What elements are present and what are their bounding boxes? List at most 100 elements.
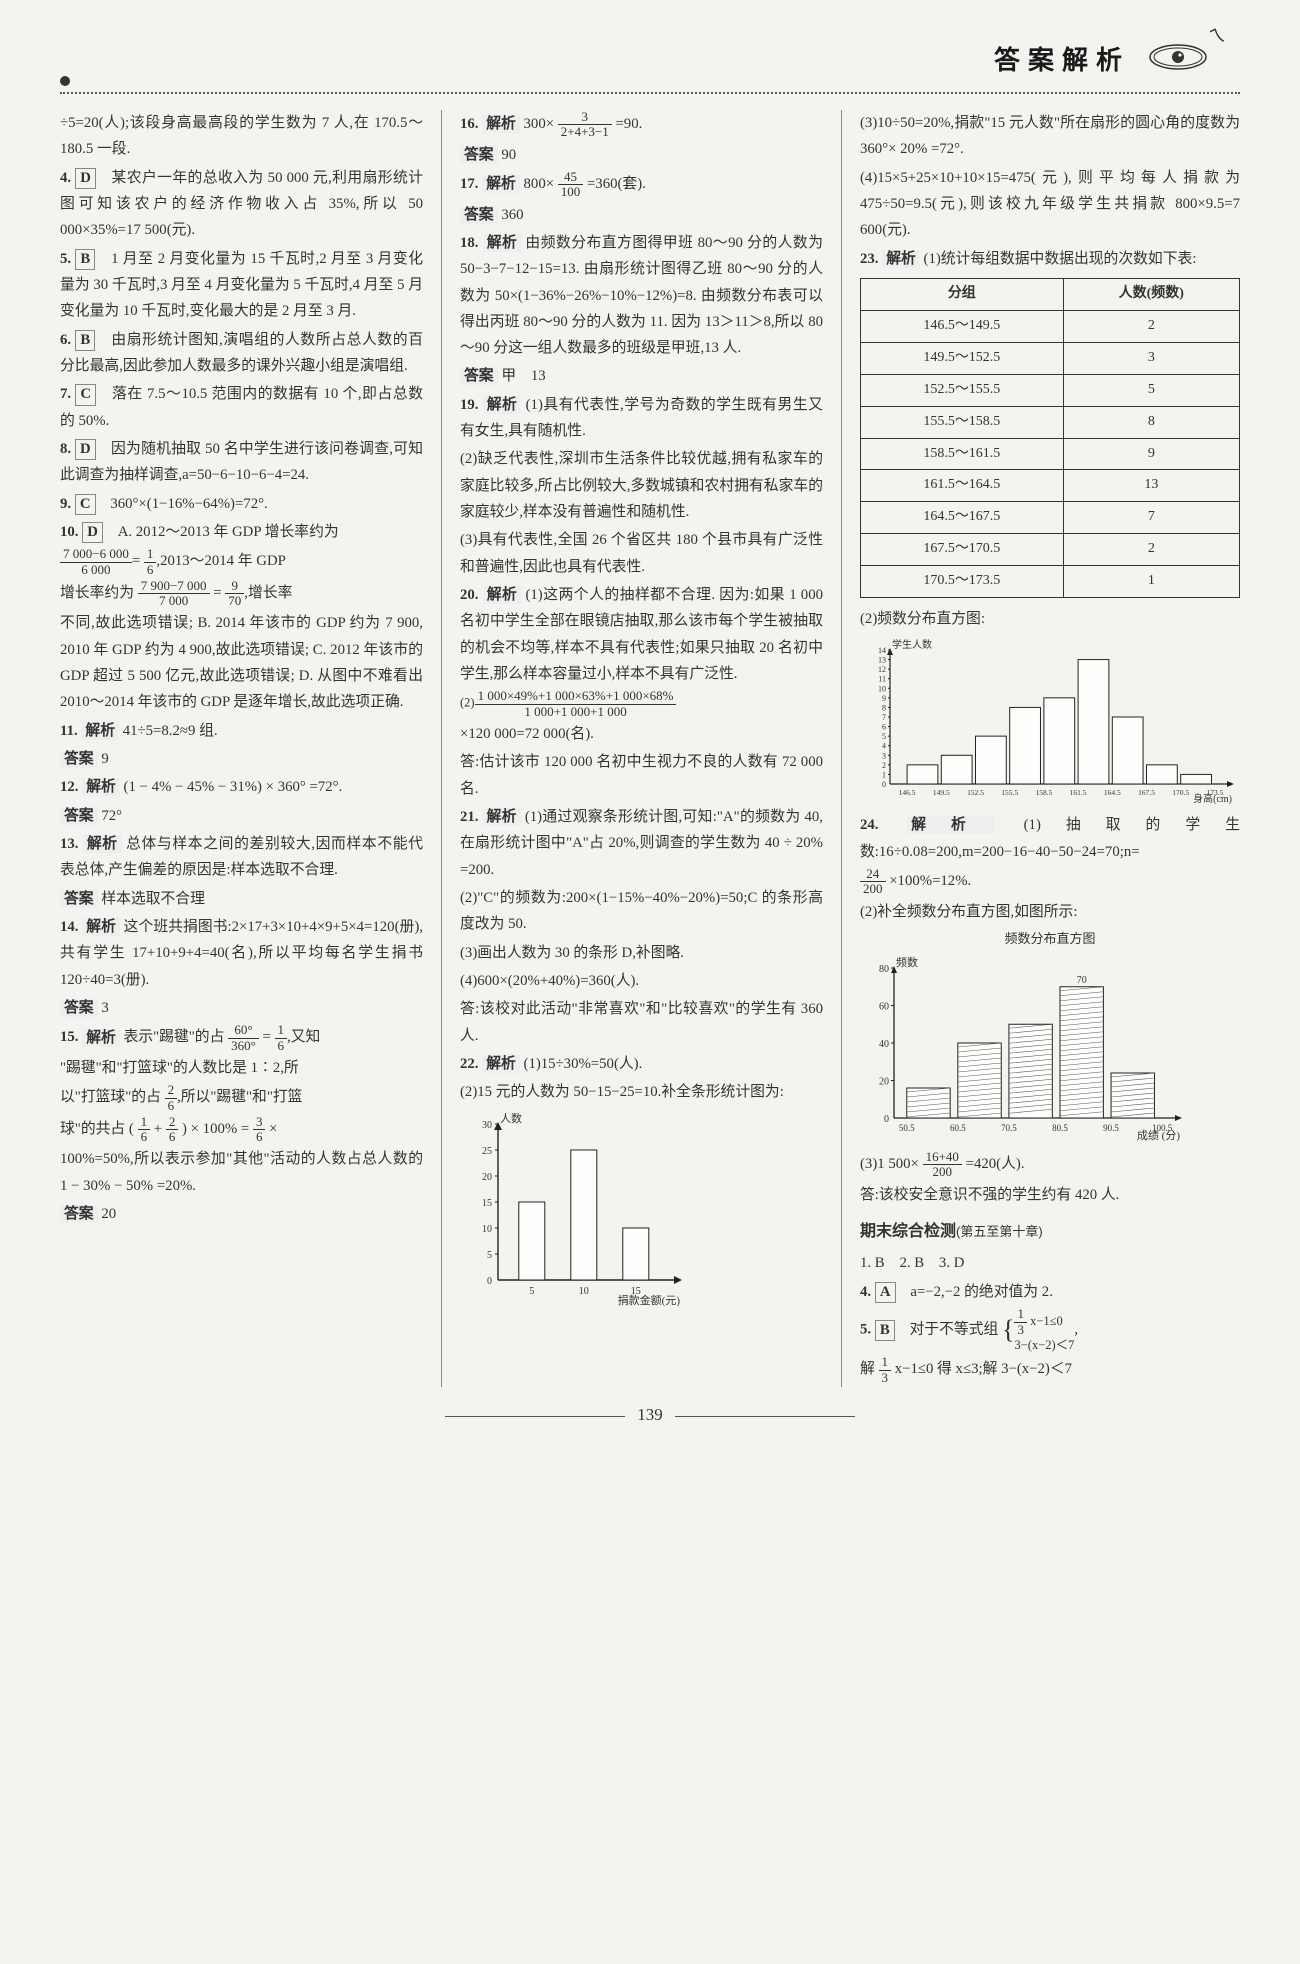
svg-text:9: 9: [882, 694, 886, 703]
q20: 20. 解析 (1)这两个人的抽样都不合理. 因为:如果 1 000 名初中学生…: [460, 582, 823, 687]
q4: 4. D 某农户一年的总收入为 50 000 元,利用扇形统计图可知该农户的经济…: [60, 165, 423, 244]
svg-text:13: 13: [878, 656, 886, 665]
svg-text:5: 5: [882, 733, 886, 742]
footer-line-left: [445, 1416, 625, 1417]
q24: 24. 解析 (1)抽取的学生数:16÷0.08=200,m=200−16−40…: [860, 812, 1240, 865]
svg-text:学生人数: 学生人数: [892, 638, 932, 651]
svg-text:2: 2: [882, 761, 886, 770]
q20-p2b: ×120 000=72 000(名).: [460, 721, 823, 747]
q14-ans: 答案 3: [60, 995, 423, 1021]
final-q5: 5. B 对于不等式组 {13 x−1≤03−(x−2)＜7,: [860, 1307, 1240, 1353]
svg-text:170.5: 170.5: [1172, 788, 1189, 797]
q13: 13. 解析 总体与样本之间的差别较大,因而样本不能代表总体,产生偏差的原因是:…: [60, 831, 423, 884]
q24-frac: 24200 ×100%=12%.: [860, 867, 1240, 897]
svg-text:成绩 (分): 成绩 (分): [1137, 1129, 1180, 1142]
svg-text:30: 30: [482, 1120, 492, 1131]
svg-text:60.5: 60.5: [950, 1123, 966, 1133]
q19-p2: (2)缺乏代表性,深圳市生活条件比较优越,拥有私家车的家庭比较多,所占比例较大,…: [460, 446, 823, 525]
svg-text:10: 10: [878, 685, 886, 694]
svg-text:4: 4: [882, 742, 886, 751]
svg-text:161.5: 161.5: [1070, 788, 1087, 797]
svg-text:70.5: 70.5: [1001, 1123, 1017, 1133]
svg-text:60: 60: [879, 1002, 889, 1013]
q16: 16. 解析 300× 32+4+3−1 =90.: [460, 110, 823, 140]
svg-text:5: 5: [487, 1250, 492, 1261]
svg-text:0: 0: [882, 780, 886, 789]
final-q5-b: 解 13 x−1≤0 得 x≤3;解 3−(x−2)＜7: [860, 1355, 1240, 1385]
q20-p2c: 答:估计该市 120 000 名初中生视力不良的人数有 72 000 名.: [460, 749, 823, 802]
q15-l1: 15. 解析 表示"踢毽"的占 60°360° = 16,又知: [60, 1023, 423, 1053]
svg-text:15: 15: [482, 1198, 492, 1209]
q10-line3: 增长率约为 7 900−7 0007 000 = 970,增长率: [60, 579, 423, 609]
chart-24-title: 频数分布直方图: [860, 927, 1240, 950]
svg-text:158.5: 158.5: [1035, 788, 1052, 797]
q8: 8. D 因为随机抽取 50 名中学生进行该问卷调查,可知此调查为抽样调查,a=…: [60, 436, 423, 489]
svg-text:1: 1: [882, 771, 886, 780]
q24-p3: (3)1 500× 16+40200 =420(人).: [860, 1150, 1240, 1180]
footer: 139: [60, 1405, 1240, 1425]
q12-ans: 答案 72°: [60, 803, 423, 829]
q21: 21. 解析 (1)通过观察条形统计图,可知:"A"的频数为 40,在扇形统计图…: [460, 804, 823, 883]
column-3: (3)10÷50=20%,捐款"15 元人数"所在扇形的圆心角的度数为 360°…: [860, 110, 1240, 1387]
page: ㄟ 答案解析 ÷5=20(人);该段身高最高段的学生数为 7 人,在 170.5…: [0, 0, 1300, 1964]
svg-text:6: 6: [882, 723, 886, 732]
q10-line4: 不同,故此选项错误; B. 2014 年该市的 GDP 约为 7 900, 20…: [60, 610, 423, 715]
q10-line2: 7 000−6 0006 000= 16,2013～2014 年 GDP: [60, 547, 423, 577]
svg-text:80.5: 80.5: [1052, 1123, 1068, 1133]
q23-p2: (2)频数分布直方图:: [860, 606, 1240, 632]
q7: 7. C 落在 7.5～10.5 范围内的数据有 10 个,即占总数的 50%.: [60, 381, 423, 434]
page-number: 139: [637, 1405, 663, 1424]
svg-text:149.5: 149.5: [933, 788, 950, 797]
q23: 23. 解析 (1)统计每组数据中数据出现的次数如下表:: [860, 246, 1240, 272]
svg-text:0: 0: [487, 1276, 492, 1287]
chart-22: 5101520253051015人数捐款金额(元)0: [460, 1110, 690, 1310]
q11-ans: 答案 9: [60, 746, 423, 772]
c3-pA: (3)10÷50=20%,捐款"15 元人数"所在扇形的圆心角的度数为 360°…: [860, 110, 1240, 163]
chart-24: 204060807050.560.570.580.590.5100.5频数成绩 …: [860, 954, 1190, 1144]
q22-p2: (2)15 元的人数为 50−15−25=10.补全条形统计图为:: [460, 1079, 823, 1105]
divider-1: [441, 110, 442, 1387]
svg-text:10: 10: [482, 1224, 492, 1235]
q19: 19. 解析 (1)具有代表性,学号为奇数的学生既有男生又有女生,具有随机性.: [460, 392, 823, 445]
q22: 22. 解析 (1)15÷30%=50(人).: [460, 1051, 823, 1077]
svg-text:167.5: 167.5: [1138, 788, 1155, 797]
q15-l2: "踢毽"和"打篮球"的人数比是 1∶2,所: [60, 1055, 423, 1081]
q20-p2: (2)1 000×49%+1 000×63%+1 000×68%1 000+1 …: [460, 689, 823, 719]
q24-p2: (2)补全频数分布直方图,如图所示:: [860, 899, 1240, 925]
svg-text:20: 20: [879, 1077, 889, 1088]
final-exam-title: 期末综合检测(第五至第十章): [860, 1218, 1240, 1246]
svg-text:3: 3: [882, 752, 886, 761]
footer-line-right: [675, 1416, 855, 1417]
svg-text:25: 25: [482, 1146, 492, 1157]
svg-text:11: 11: [878, 675, 886, 684]
q17-ans: 答案 360: [460, 202, 823, 228]
svg-text:146.5: 146.5: [899, 788, 916, 797]
q11: 11. 解析 41÷5=8.2≈9 组.: [60, 718, 423, 744]
svg-text:90.5: 90.5: [1103, 1123, 1119, 1133]
svg-text:155.5: 155.5: [1001, 788, 1018, 797]
eye-logo: [1146, 40, 1210, 74]
q15-l3: 以"打篮球"的占 26,所以"踢毽"和"打篮: [60, 1083, 423, 1113]
q24-p4: 答:该校安全意识不强的学生约有 420 人.: [860, 1182, 1240, 1208]
q18-ans: 答案 甲 13: [460, 363, 823, 389]
svg-text:捐款金额(元): 捐款金额(元): [618, 1293, 681, 1307]
svg-text:152.5: 152.5: [967, 788, 984, 797]
q21-p4: (4)600×(20%+40%)=360(人).: [460, 968, 823, 994]
q15-l5: 100%=50%,所以表示参加"其他"活动的人数占总人数的 1 − 30% − …: [60, 1146, 423, 1199]
q16-ans: 答案 90: [460, 142, 823, 168]
svg-text:12: 12: [878, 666, 886, 675]
svg-text:人数: 人数: [500, 1112, 522, 1125]
svg-text:身高(cm): 身高(cm): [1193, 792, 1232, 805]
columns: ÷5=20(人);该段身高最高段的学生数为 7 人,在 170.5～180.5 …: [60, 110, 1240, 1387]
svg-text:20: 20: [482, 1172, 492, 1183]
svg-text:164.5: 164.5: [1104, 788, 1121, 797]
svg-text:50.5: 50.5: [899, 1123, 915, 1133]
q21-p5: 答:该校对此活动"非常喜欢"和"比较喜欢"的学生有 360 人.: [460, 996, 823, 1049]
q21-p3: (3)画出人数为 30 的条形 D,补图略.: [460, 940, 823, 966]
bird-decoration: ㄟ: [1208, 22, 1226, 48]
final-q1-3: 1. B 2. B 3. D: [860, 1250, 1240, 1276]
bullet-decoration: [60, 76, 70, 86]
q13-ans: 答案 样本选取不合理: [60, 886, 423, 912]
q15-ans: 答案 20: [60, 1201, 423, 1227]
svg-text:14: 14: [878, 646, 886, 655]
